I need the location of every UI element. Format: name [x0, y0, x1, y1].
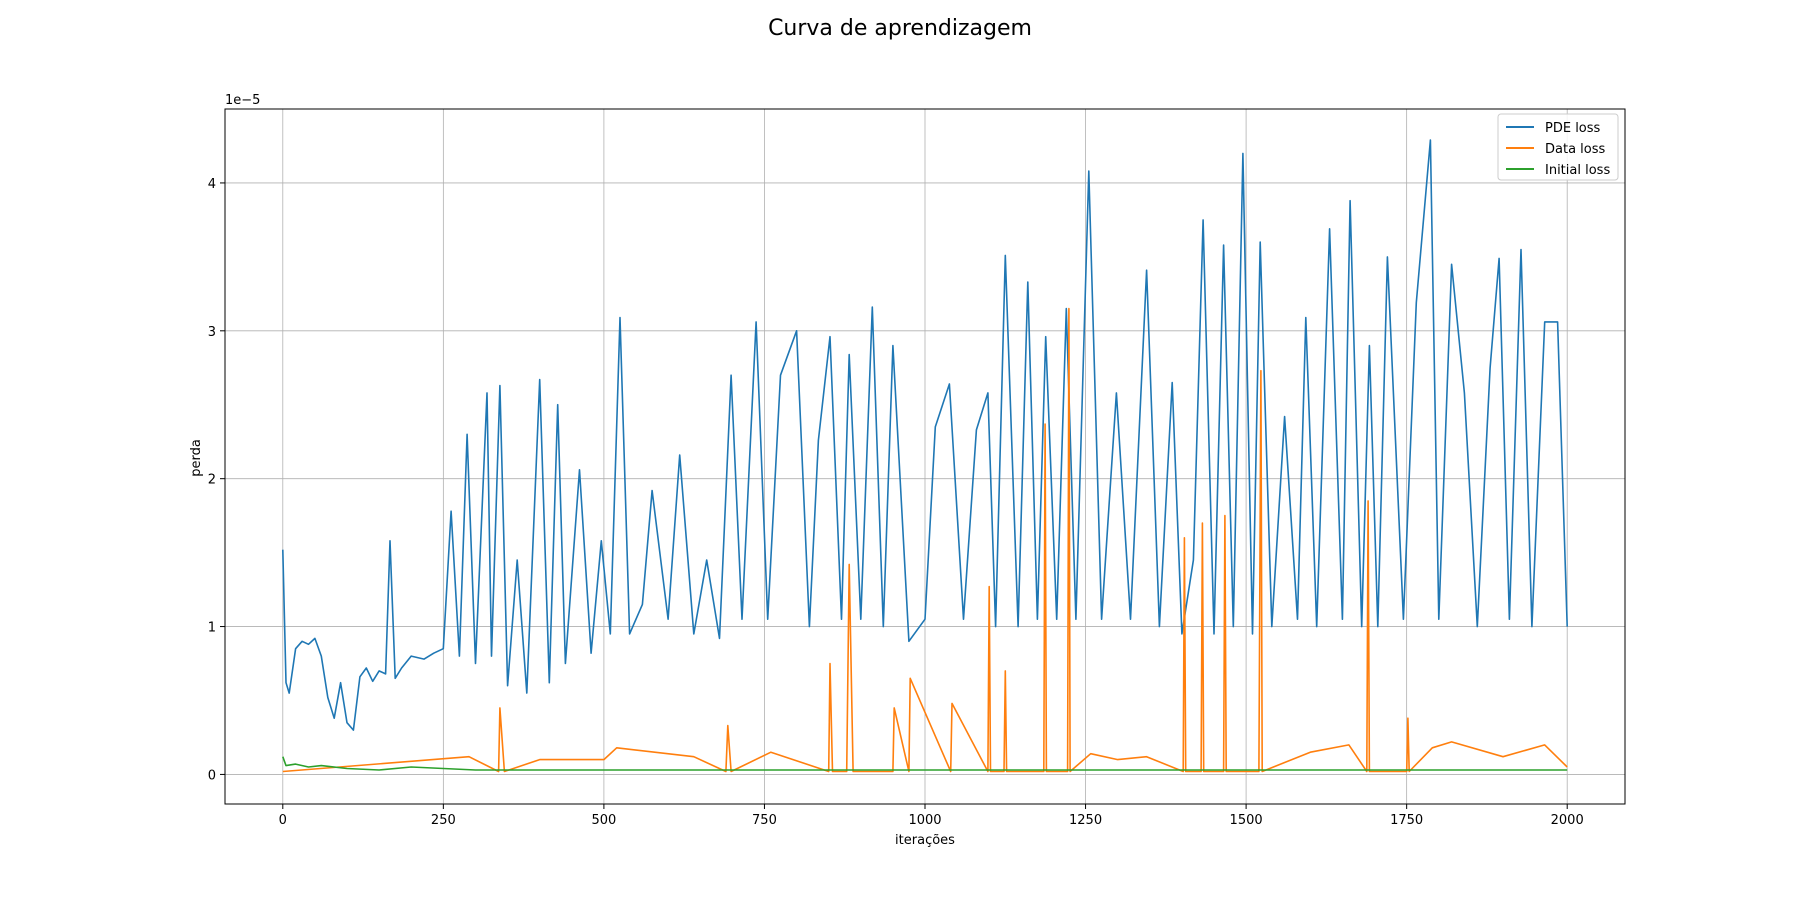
series-layer: [282, 139, 1568, 773]
x-axis-title: iterações: [895, 833, 955, 848]
tick-layer: 0 250 500 750 1000 1250 1500 1750 2000 0 1 2 3 4: [208, 177, 1584, 828]
y-tick-label: 0: [208, 768, 216, 783]
x-tick-label: 500: [591, 813, 616, 828]
series-line-data-loss: [282, 307, 1568, 773]
x-tick-label: 750: [752, 813, 777, 828]
x-tick-label: 0: [279, 813, 287, 828]
x-tick-label: 1750: [1390, 813, 1423, 828]
x-tick-label: 1250: [1069, 813, 1102, 828]
series-line-pde-loss: [282, 139, 1568, 731]
legend: PDE loss Data loss Initial loss: [1497, 113, 1619, 181]
chart-title: Curva de aprendizagem: [768, 16, 1032, 41]
series-line-initial-loss: [282, 756, 1568, 771]
legend-label: Initial loss: [1545, 163, 1610, 178]
y-tick-label: 4: [208, 177, 216, 192]
legend-label: PDE loss: [1545, 121, 1601, 136]
y-tick-label: 2: [208, 473, 216, 488]
x-tick-label: 2000: [1551, 813, 1584, 828]
y-tick-label: 3: [208, 325, 216, 340]
y-axis-title: perda: [189, 439, 204, 477]
x-tick-label: 1500: [1230, 813, 1263, 828]
legend-box: [1497, 113, 1619, 181]
legend-label: Data loss: [1545, 142, 1606, 157]
x-tick-label: 250: [431, 813, 456, 828]
y-tick-label: 1: [208, 621, 216, 636]
grid-layer: [225, 109, 1625, 804]
y-offset-label: 1e−5: [225, 93, 260, 108]
x-tick-label: 1000: [908, 813, 941, 828]
